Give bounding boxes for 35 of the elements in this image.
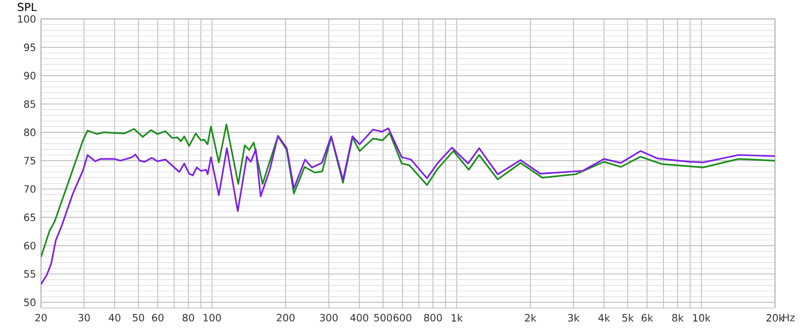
y-tick-label: 95: [24, 44, 36, 52]
y-tick-label: 60: [24, 242, 36, 250]
x-tick-label: 4k: [598, 314, 610, 322]
x-tick-label: 2k: [525, 314, 536, 322]
y-tick-label: 65: [24, 214, 36, 222]
x-tick-label: 1k: [452, 314, 463, 322]
x-axis-title: Hz: [783, 314, 795, 322]
y-tick-label: 100: [18, 15, 36, 23]
x-tick-label: 5k: [622, 314, 634, 322]
x-tick-label: 20k: [766, 314, 784, 322]
x-tick-label: 100: [204, 314, 221, 322]
y-tick-label: 75: [24, 156, 36, 164]
y-tick-label: 80: [24, 128, 36, 136]
x-tick-label: 800: [424, 314, 442, 322]
y-tick-label: 55: [24, 270, 36, 278]
x-tick-label: 600: [394, 314, 412, 322]
x-tick-label: 200: [276, 314, 295, 322]
x-tick-label: 80: [182, 314, 194, 322]
y-tick-label: 90: [24, 72, 36, 80]
x-tick-label: 6k: [642, 314, 654, 322]
x-tick-label: 50: [132, 314, 144, 322]
x-tick-label: 400: [350, 314, 368, 322]
x-tick-label: 40: [108, 314, 120, 322]
y-axis-title: SPL: [18, 2, 37, 12]
x-tick-label: 30: [78, 314, 90, 322]
x-tick-label: 10k: [693, 314, 711, 322]
x-tick-label: 60: [152, 314, 164, 322]
y-tick-label: 70: [24, 185, 36, 193]
y-tick-label: 50: [24, 298, 36, 306]
x-tick-label: 3k: [568, 314, 580, 322]
x-tick-label: 8k: [672, 314, 684, 322]
y-tick-label: 85: [24, 100, 36, 108]
x-tick-label: 500: [374, 314, 392, 322]
x-tick-label: 20: [35, 314, 47, 322]
x-tick-label: 300: [320, 314, 338, 322]
